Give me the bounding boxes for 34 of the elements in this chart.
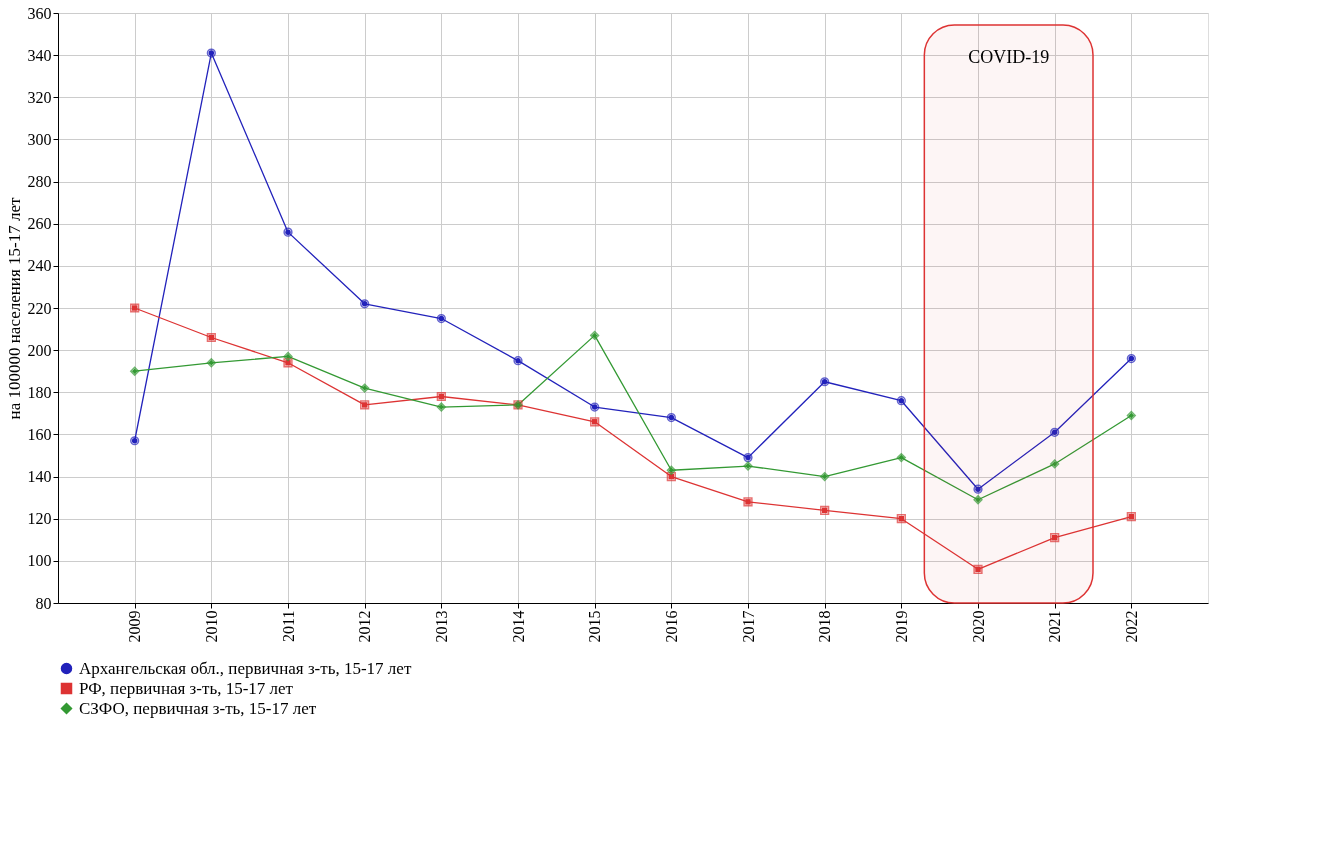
- y-tick-label: 320: [27, 88, 52, 106]
- y-tick-label: 360: [27, 4, 52, 22]
- legend-label: СЗФО, первичная з-ть, 15-17 лет: [79, 698, 317, 718]
- x-tick-label: 2021: [1046, 610, 1064, 643]
- band-label: COVID-19: [968, 47, 1050, 67]
- y-tick-label: 300: [27, 130, 52, 148]
- x-tick-label: 2010: [202, 610, 220, 643]
- legend-label: РФ, первичная з-ть, 15-17 лет: [79, 678, 294, 698]
- x-tick-label: 2020: [969, 610, 987, 643]
- y-tick-label: 180: [27, 383, 52, 401]
- x-tick-label: 2016: [662, 610, 680, 643]
- y-tick-label: 200: [27, 341, 52, 359]
- y-tick-label: 100: [27, 552, 52, 570]
- y-tick-label: 160: [27, 425, 52, 443]
- x-tick-label: 2012: [356, 610, 374, 643]
- x-tick-label: 2011: [279, 610, 297, 642]
- x-tick-label: 2014: [509, 610, 527, 643]
- y-tick-label: 340: [27, 46, 52, 64]
- y-tick-label: 80: [35, 594, 52, 612]
- y-tick-label: 220: [27, 299, 52, 317]
- x-tick-label: 2015: [586, 610, 604, 643]
- x-tick-label: 2022: [1122, 610, 1140, 643]
- y-tick-label: 280: [27, 173, 52, 191]
- y-tick-label: 140: [27, 468, 52, 486]
- y-axis-title: на 100000 населения 15-17 лет: [4, 197, 24, 420]
- x-tick-label: 2019: [892, 610, 910, 643]
- x-tick-label: 2017: [739, 610, 757, 643]
- x-tick-label: 2009: [126, 610, 144, 643]
- y-tick-label: 120: [27, 510, 52, 528]
- legend-label: Архангельская обл., первичная з-ть, 15-17 лет: [79, 658, 412, 678]
- x-tick-label: 2013: [432, 610, 450, 643]
- y-tick-label: 240: [27, 257, 52, 275]
- x-tick-label: 2018: [816, 610, 834, 643]
- y-tick-label: 260: [27, 215, 52, 233]
